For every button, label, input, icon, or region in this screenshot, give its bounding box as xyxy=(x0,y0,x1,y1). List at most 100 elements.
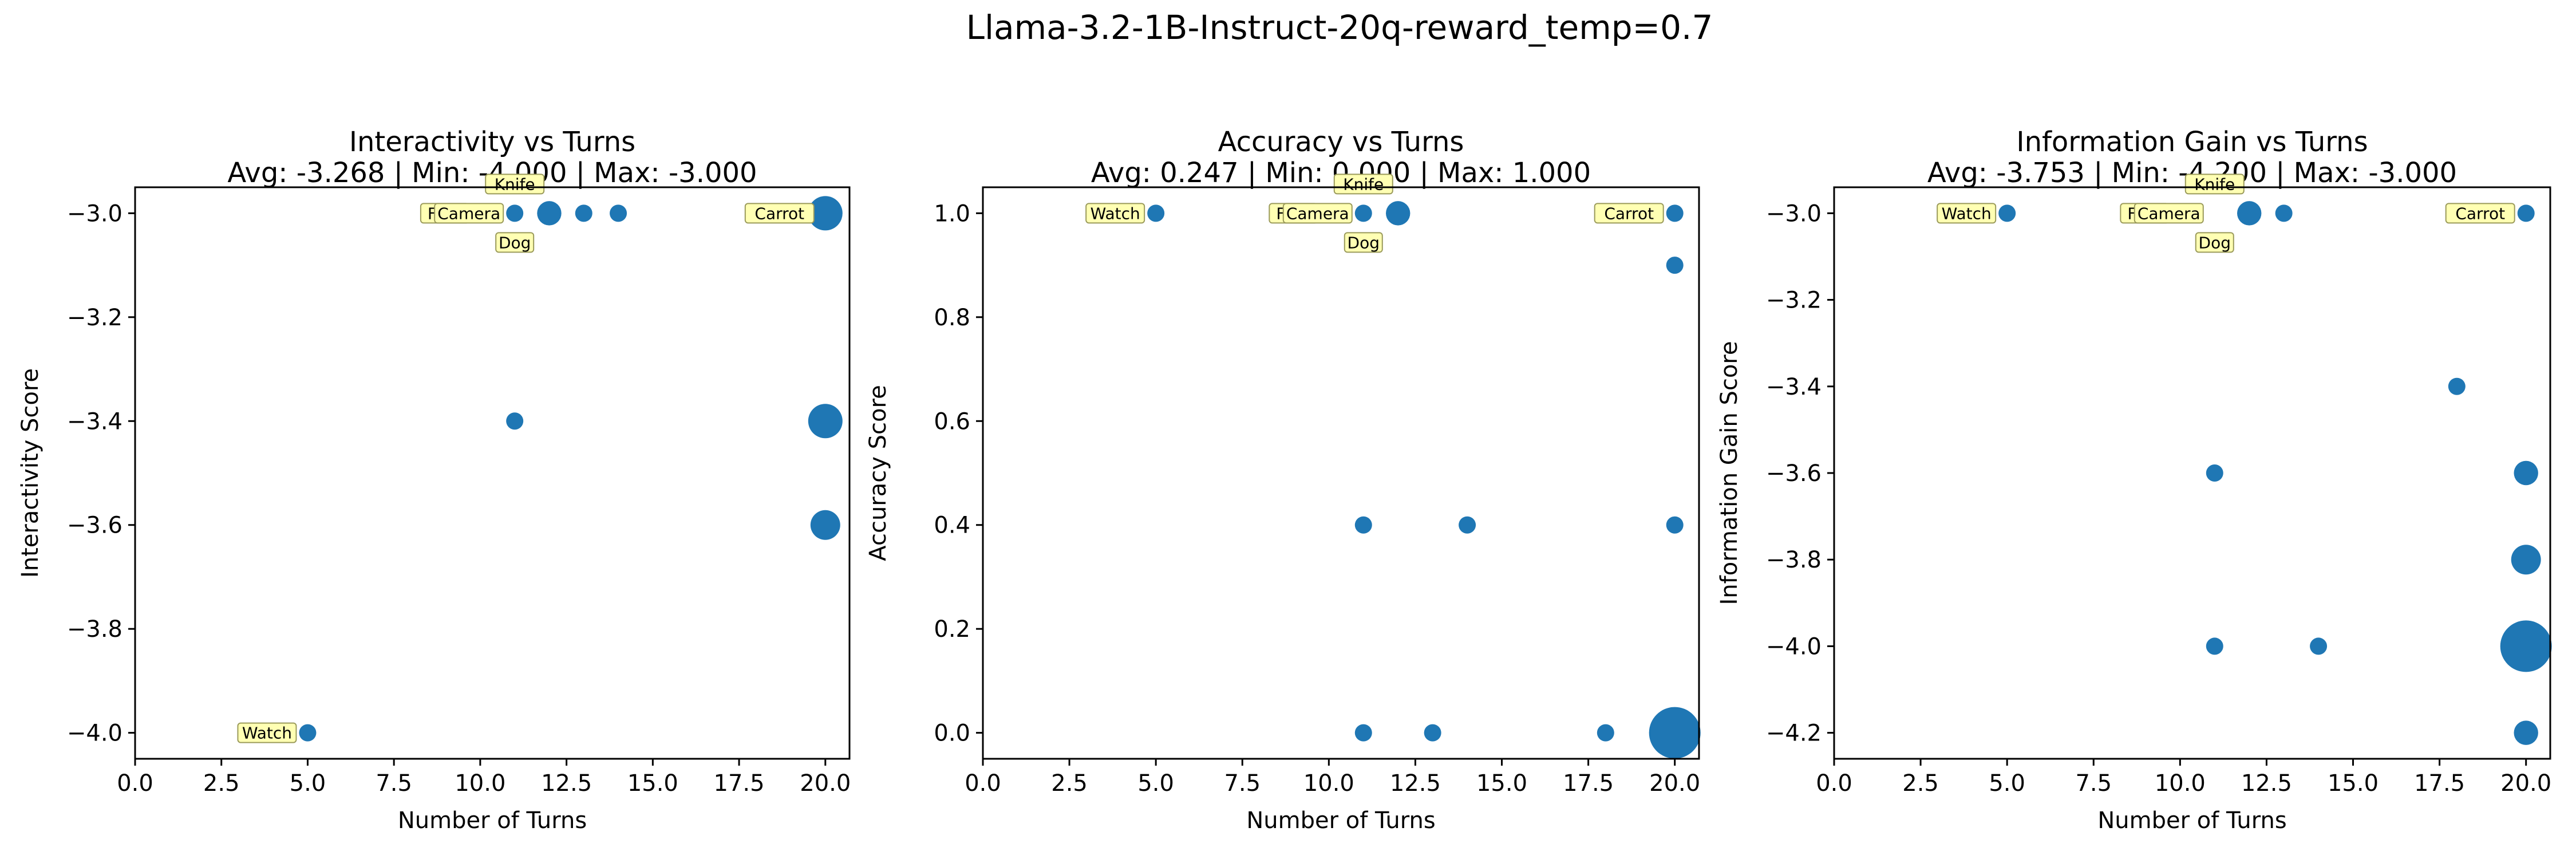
y-tick-label: −3.2 xyxy=(67,305,123,331)
x-tick-label: 20.0 xyxy=(1649,770,1700,797)
x-tick-label: 7.5 xyxy=(2075,770,2112,797)
x-tick-label: 15.0 xyxy=(2328,770,2379,797)
data-point xyxy=(506,412,524,430)
data-point xyxy=(808,196,843,231)
point-label: Watch xyxy=(1937,203,1997,224)
y-tick-label: 0.8 xyxy=(934,305,970,331)
data-point xyxy=(1424,724,1441,742)
x-tick-label: 0.0 xyxy=(965,770,1001,797)
point-label: Dog xyxy=(2195,232,2234,253)
svg-text:Dog: Dog xyxy=(1348,233,1380,252)
point-label: Dog xyxy=(495,232,535,253)
point-label: Knife xyxy=(1333,174,1393,195)
svg-text:Knife: Knife xyxy=(495,175,535,194)
svg-text:Watch: Watch xyxy=(242,724,292,743)
data-point xyxy=(810,510,840,540)
x-tick-label: 10.0 xyxy=(2155,770,2206,797)
svg-text:Dog: Dog xyxy=(2199,233,2231,252)
svg-text:Knife: Knife xyxy=(2194,175,2235,194)
data-point xyxy=(575,204,592,222)
svg-text:Watch: Watch xyxy=(1942,204,1992,223)
panel-title: Accuracy vs Turns xyxy=(1218,126,1464,158)
x-tick-label: 2.5 xyxy=(1051,770,1088,797)
y-axis-label: Information Gain Score xyxy=(1716,341,1743,605)
panel-accuracy: Accuracy vs Turns Avg: 0.247 | Min: 0.00… xyxy=(865,126,1701,834)
data-point xyxy=(1649,707,1701,759)
x-tick-label: 15.0 xyxy=(627,770,678,797)
point-label: Knife xyxy=(485,174,545,195)
x-tick-label: 5.0 xyxy=(1989,770,2025,797)
x-tick-label: 20.0 xyxy=(800,770,851,797)
y-axis-label: Interactivity Score xyxy=(17,368,44,578)
point-label: Camera xyxy=(434,203,504,224)
x-tick-label: 2.5 xyxy=(1902,770,1939,797)
data-point xyxy=(1666,257,1684,274)
point-label: Camera xyxy=(2134,203,2204,224)
x-axis-label: Number of Turns xyxy=(1246,807,1435,834)
y-tick-label: −4.2 xyxy=(1766,720,1822,747)
x-tick-label: 7.5 xyxy=(376,770,412,797)
svg-text:Carrot: Carrot xyxy=(2455,204,2505,223)
point-label: Knife xyxy=(2184,174,2245,195)
x-tick-label: 0.0 xyxy=(117,770,153,797)
y-tick-label: −3.8 xyxy=(67,616,123,643)
y-tick-label: 0.2 xyxy=(934,616,970,643)
x-tick-label: 17.5 xyxy=(1563,770,1614,797)
point-label: Carrot xyxy=(1594,203,1664,224)
data-point xyxy=(2500,620,2552,672)
data-point xyxy=(808,404,843,439)
y-tick-label: −3.8 xyxy=(1766,547,1822,573)
x-axis-label: Number of Turns xyxy=(398,807,587,834)
point-label: Carrot xyxy=(2445,203,2515,224)
data-point xyxy=(2310,637,2328,655)
x-tick-label: 17.5 xyxy=(714,770,765,797)
y-tick-label: −3.0 xyxy=(1766,200,1822,227)
data-point xyxy=(299,724,317,742)
x-tick-label: 12.5 xyxy=(1390,770,1441,797)
panel-interactivity: Interactivity vs Turns Avg: -3.268 | Min… xyxy=(17,126,851,834)
data-point xyxy=(2517,204,2535,222)
data-point xyxy=(2206,637,2223,655)
data-point xyxy=(1597,724,1614,742)
y-tick-label: −3.6 xyxy=(67,513,123,539)
svg-text:Camera: Camera xyxy=(437,204,500,223)
point-label: Dog xyxy=(1344,232,1383,253)
panel-information-gain: Information Gain vs Turns Avg: -3.753 | … xyxy=(1716,126,2552,834)
y-tick-label: −4.0 xyxy=(1766,633,1822,660)
data-point xyxy=(1354,724,1372,742)
axes-frame xyxy=(1833,186,2551,760)
svg-text:Watch: Watch xyxy=(1091,204,1140,223)
x-tick-label: 10.0 xyxy=(455,770,505,797)
point-label: Watch xyxy=(1085,203,1145,224)
data-point xyxy=(2511,545,2541,575)
x-tick-label: 2.5 xyxy=(203,770,240,797)
x-tick-label: 15.0 xyxy=(1476,770,1527,797)
data-point xyxy=(2237,201,2262,226)
data-point xyxy=(1354,516,1372,534)
data-point xyxy=(2514,720,2538,745)
svg-text:Dog: Dog xyxy=(499,233,531,252)
data-point xyxy=(2514,460,2538,486)
data-point xyxy=(506,204,524,222)
x-tick-label: 5.0 xyxy=(290,770,326,797)
x-tick-label: 5.0 xyxy=(1137,770,1174,797)
data-point xyxy=(1998,204,2016,222)
axes-frame xyxy=(982,186,1700,760)
svg-text:Camera: Camera xyxy=(1286,204,1349,223)
x-axis-label: Number of Turns xyxy=(2097,807,2286,834)
x-tick-label: 7.5 xyxy=(1224,770,1261,797)
data-point xyxy=(1666,516,1684,534)
panel-title: Interactivity vs Turns xyxy=(349,126,635,158)
data-point xyxy=(1147,204,1165,222)
data-point xyxy=(610,204,627,222)
y-tick-label: 1.0 xyxy=(934,200,970,227)
x-tick-label: 10.0 xyxy=(1303,770,1354,797)
svg-text:Carrot: Carrot xyxy=(754,204,804,223)
data-point xyxy=(2275,204,2293,222)
y-tick-label: −3.4 xyxy=(1766,374,1822,400)
figure-title: Llama-3.2-1B-Instruct-20q-reward_temp=0.… xyxy=(966,8,1713,47)
y-tick-label: −3.6 xyxy=(1766,460,1822,487)
x-tick-label: 0.0 xyxy=(1816,770,1852,797)
data-point xyxy=(1386,201,1411,226)
